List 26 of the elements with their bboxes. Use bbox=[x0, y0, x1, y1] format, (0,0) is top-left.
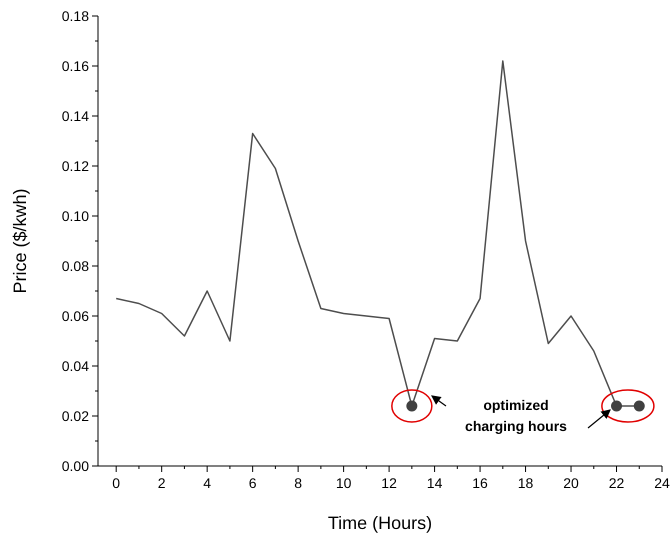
y-tick-label: 0.14 bbox=[62, 108, 90, 124]
y-tick-label: 0.06 bbox=[62, 308, 90, 324]
x-tick-label: 20 bbox=[563, 475, 580, 491]
x-tick-label: 6 bbox=[248, 475, 257, 491]
x-axis-title: Time (Hours) bbox=[328, 513, 432, 533]
x-tick-label: 4 bbox=[203, 475, 212, 491]
x-tick-label: 16 bbox=[472, 475, 488, 491]
x-tick-label: 24 bbox=[654, 475, 670, 491]
x-tick-label: 10 bbox=[336, 475, 352, 491]
y-tick-label: 0.04 bbox=[62, 358, 90, 374]
x-tick-label: 22 bbox=[608, 475, 625, 491]
x-tick-label: 18 bbox=[518, 475, 534, 491]
y-tick-label: 0.10 bbox=[62, 208, 90, 224]
annotation: optimized charging hours bbox=[465, 397, 568, 434]
x-tick-label: 8 bbox=[294, 475, 302, 491]
y-tick-label: 0.12 bbox=[62, 158, 90, 174]
y-tick-label: 0.08 bbox=[62, 258, 90, 274]
x-tick-label: 12 bbox=[381, 475, 398, 491]
y-tick-label: 0.02 bbox=[62, 408, 90, 424]
x-tick-label: 0 bbox=[112, 475, 120, 491]
x-tick-label: 2 bbox=[158, 475, 166, 491]
y-tick-label: 0.18 bbox=[62, 8, 90, 24]
y-tick-label: 0.16 bbox=[62, 58, 90, 74]
x-tick-label: 14 bbox=[426, 475, 443, 491]
y-tick-label: 0.00 bbox=[62, 458, 90, 474]
y-axis-title: Price ($/kwh) bbox=[10, 188, 30, 294]
